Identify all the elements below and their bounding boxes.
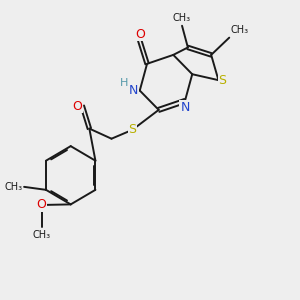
Text: CH₃: CH₃ — [32, 230, 51, 240]
Text: CH₃: CH₃ — [4, 182, 22, 192]
Text: H: H — [120, 78, 128, 88]
Text: CH₃: CH₃ — [231, 25, 249, 35]
Text: CH₃: CH₃ — [173, 14, 191, 23]
Text: S: S — [218, 74, 226, 87]
Text: O: O — [37, 199, 46, 212]
Text: N: N — [129, 84, 138, 97]
Text: O: O — [135, 28, 145, 40]
Text: N: N — [180, 101, 190, 114]
Text: O: O — [73, 100, 82, 112]
Text: S: S — [128, 123, 136, 136]
